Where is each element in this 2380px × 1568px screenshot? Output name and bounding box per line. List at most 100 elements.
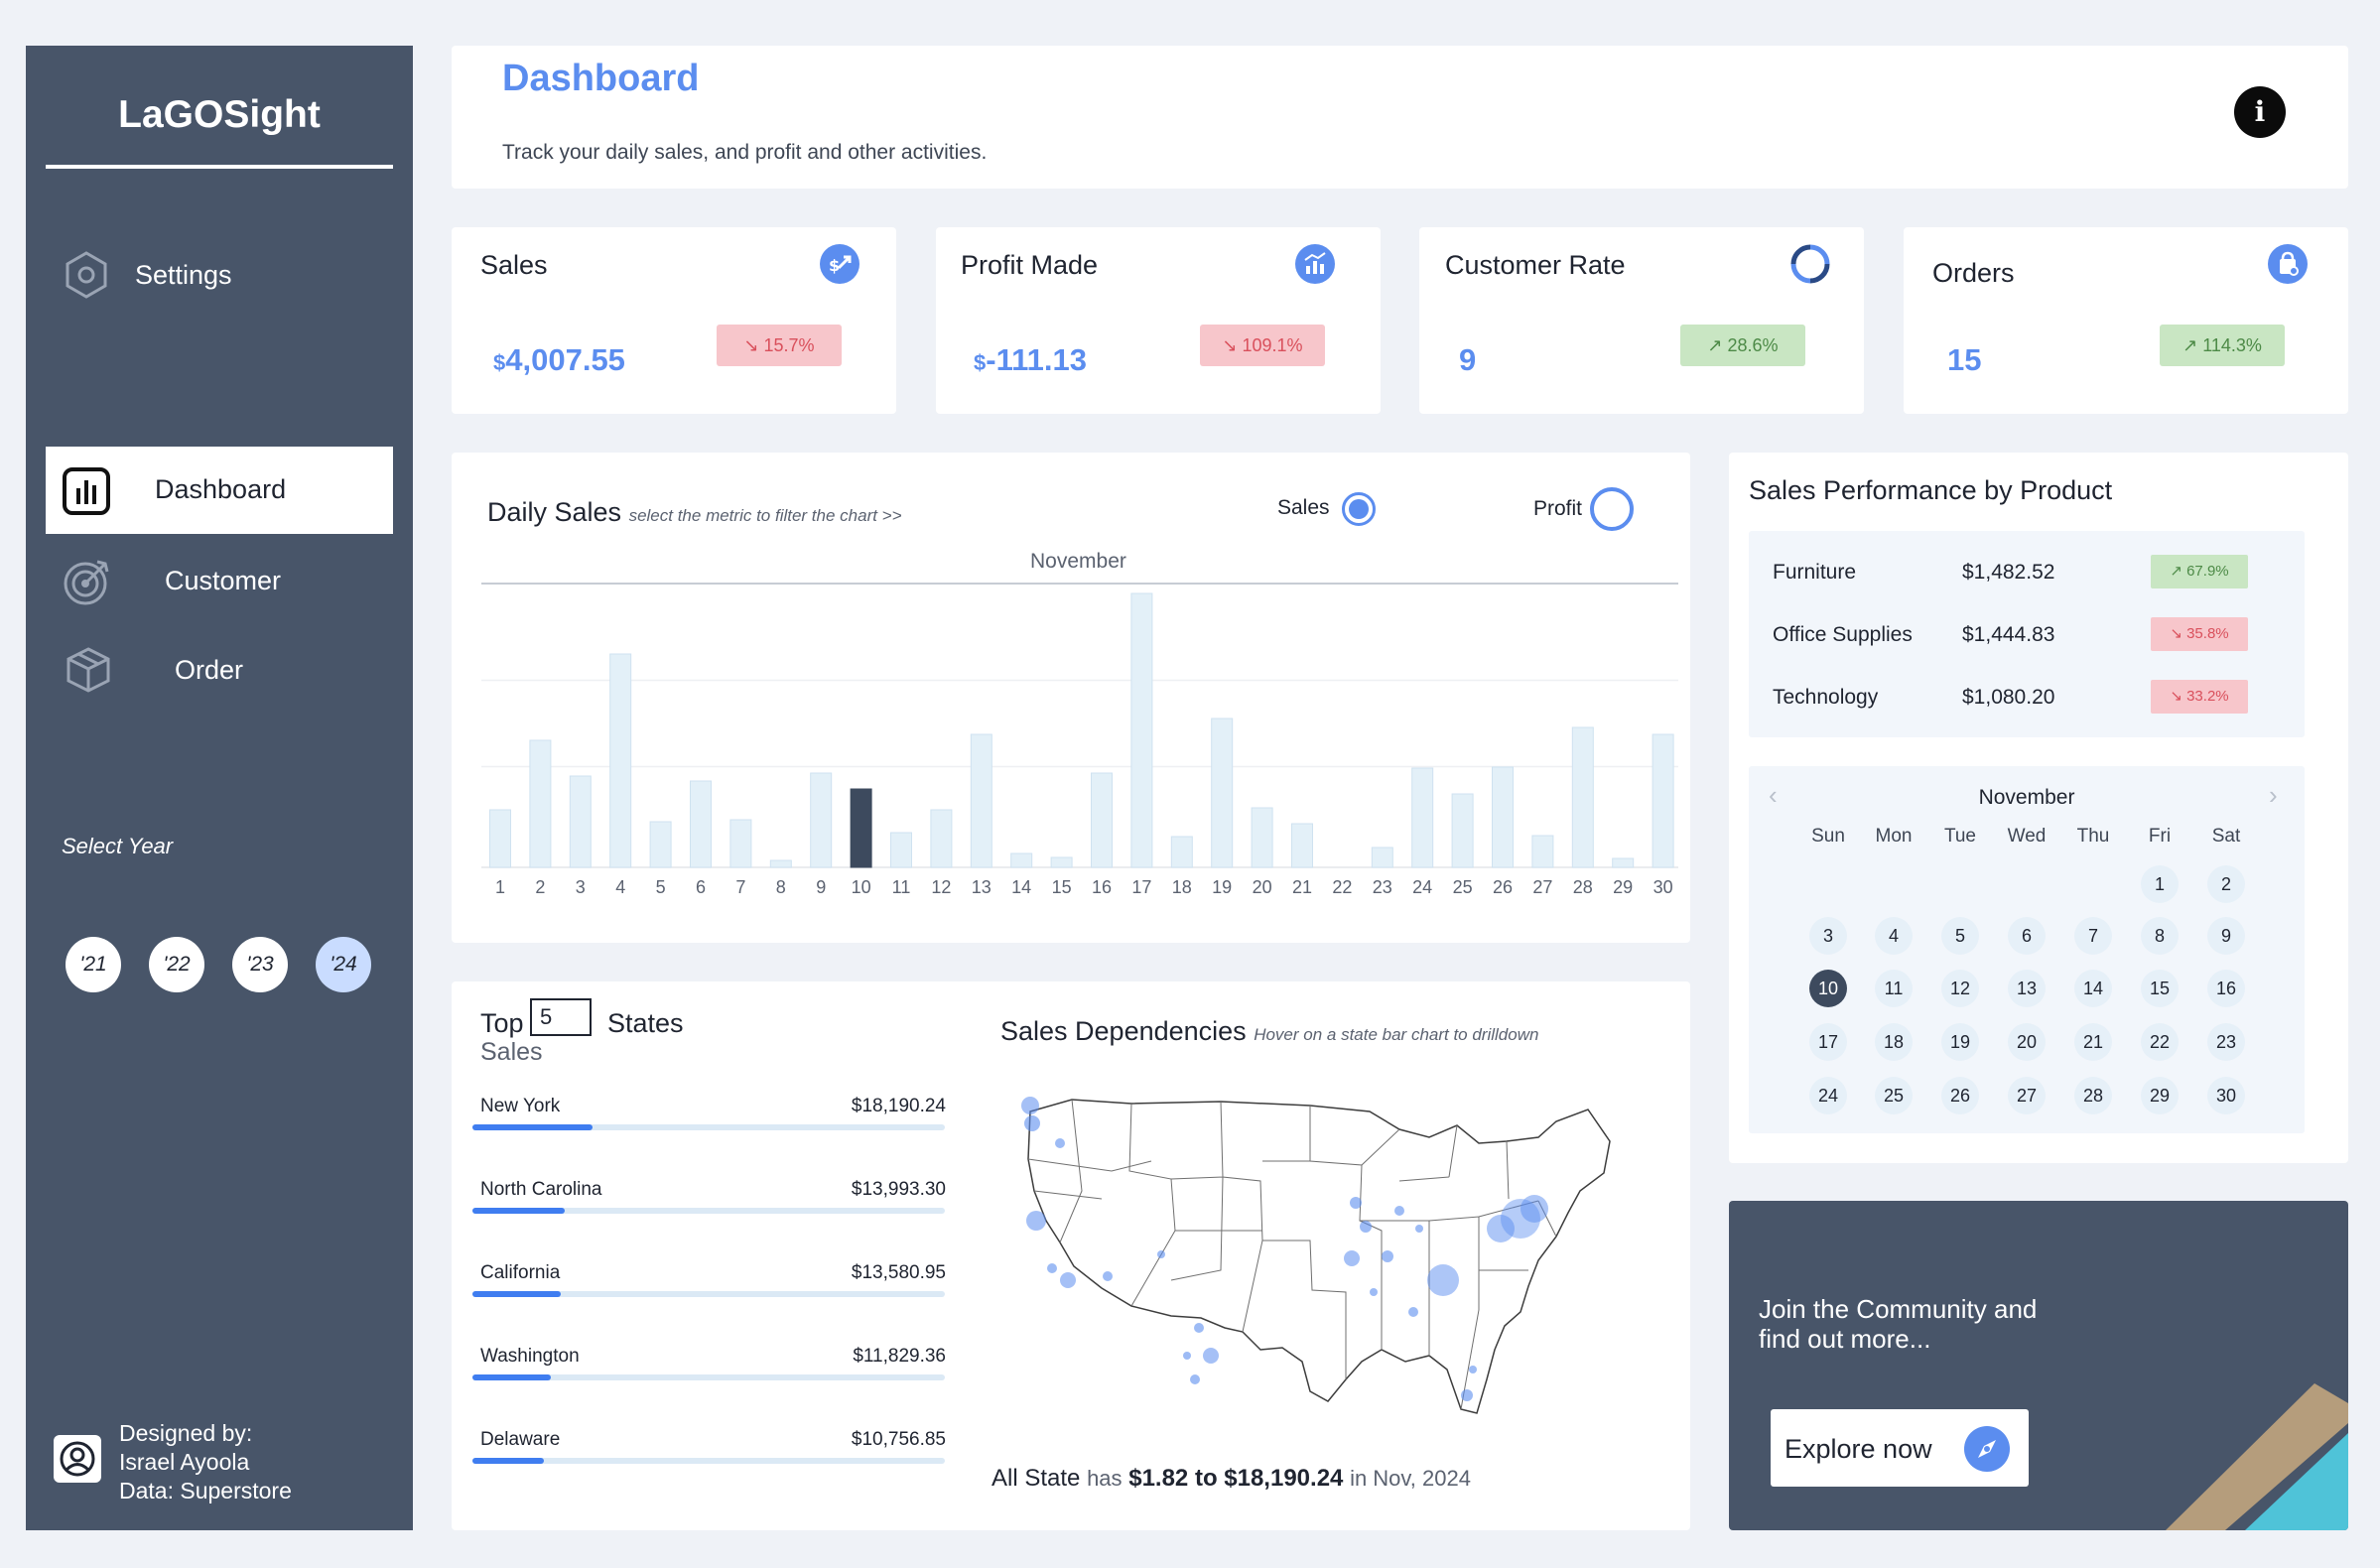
chart-bar[interactable]	[1652, 733, 1674, 868]
product-value: $1,080.20	[1962, 686, 2055, 709]
chart-bar[interactable]	[1251, 807, 1273, 868]
metric-profit-radio[interactable]	[1590, 487, 1634, 531]
calendar-day[interactable]: 2	[2207, 865, 2245, 903]
sidebar-item-order[interactable]: Order	[46, 627, 393, 715]
metric-sales-radio[interactable]	[1342, 492, 1376, 526]
calendar-day[interactable]: 11	[1875, 970, 1913, 1007]
year-2023-button[interactable]: '23	[232, 937, 288, 992]
calendar-day[interactable]: 22	[2141, 1023, 2179, 1061]
chart-bar[interactable]	[810, 772, 833, 868]
top-n-input[interactable]: 5	[530, 998, 592, 1036]
chart-bar[interactable]	[1050, 856, 1073, 868]
chart-bar[interactable]	[930, 809, 953, 868]
chart-bar[interactable]	[649, 821, 672, 868]
calendar-day[interactable]: 24	[1809, 1077, 1847, 1114]
calendar-day[interactable]: 13	[2008, 970, 2046, 1007]
calendar-month: November	[1978, 786, 2075, 809]
state-bar-track[interactable]	[472, 1458, 945, 1464]
state-bar-fill[interactable]	[472, 1208, 565, 1214]
calendar-day[interactable]: 6	[2008, 917, 2046, 955]
calendar-day[interactable]: 30	[2207, 1077, 2245, 1114]
chart-bar[interactable]	[1492, 766, 1514, 868]
calendar-day[interactable]: 28	[2074, 1077, 2112, 1114]
calendar-day[interactable]: 14	[2074, 970, 2112, 1007]
calendar-day[interactable]: 29	[2141, 1077, 2179, 1114]
year-2021-button[interactable]: '21	[66, 937, 121, 992]
chart-bar[interactable]	[1531, 835, 1554, 868]
calendar-day[interactable]: 26	[1941, 1077, 1979, 1114]
chart-x-tick: 19	[1212, 877, 1232, 897]
state-name[interactable]: New York	[480, 1096, 561, 1116]
state-name[interactable]: North Carolina	[480, 1179, 602, 1200]
calendar-day[interactable]: 4	[1875, 917, 1913, 955]
state-bar-fill[interactable]	[472, 1458, 544, 1464]
chart-bar[interactable]	[729, 819, 752, 868]
chart-bar[interactable]	[970, 733, 992, 868]
chart-bar[interactable]	[1291, 823, 1313, 868]
sidebar-item-dashboard[interactable]: Dashboard	[46, 447, 393, 534]
chart-bar[interactable]	[1170, 836, 1193, 868]
state-bar-fill[interactable]	[472, 1124, 593, 1130]
info-icon[interactable]: i	[2234, 86, 2286, 138]
calendar-day[interactable]: 18	[1875, 1023, 1913, 1061]
chart-bar[interactable]	[690, 780, 712, 868]
calendar-prev-icon[interactable]: ‹	[1769, 780, 1778, 810]
chart-bar[interactable]	[1451, 793, 1474, 868]
chart-bar[interactable]	[569, 775, 592, 868]
calendar-day[interactable]: 27	[2008, 1077, 2046, 1114]
chart-bar[interactable]	[1010, 852, 1033, 868]
calendar-day[interactable]: 10	[1809, 970, 1847, 1007]
year-2022-button[interactable]: '22	[149, 937, 204, 992]
chart-bar[interactable]	[1571, 726, 1594, 868]
calendar-day[interactable]: 12	[1941, 970, 1979, 1007]
state-bar-fill[interactable]	[472, 1374, 551, 1380]
calendar-day[interactable]: 23	[2207, 1023, 2245, 1061]
state-bar-fill[interactable]	[472, 1291, 561, 1297]
calendar-day[interactable]: 8	[2141, 917, 2179, 955]
calendar-day[interactable]: 21	[2074, 1023, 2112, 1061]
chart-bar[interactable]	[850, 788, 872, 868]
calendar-day[interactable]: 1	[2141, 865, 2179, 903]
chart-bar[interactable]	[1371, 847, 1393, 868]
state-name[interactable]: Delaware	[480, 1429, 561, 1450]
explore-now-button[interactable]: Explore now	[1771, 1409, 2029, 1487]
state-name[interactable]: Washington	[480, 1346, 580, 1367]
chart-bar[interactable]	[1130, 592, 1153, 868]
calendar-next-icon[interactable]: ›	[2269, 780, 2278, 810]
state-bar-track[interactable]	[472, 1208, 945, 1214]
calendar-day-name: Thu	[2076, 826, 2110, 847]
sidebar-item-customer[interactable]: Customer	[46, 538, 393, 625]
calendar-day[interactable]: 19	[1941, 1023, 1979, 1061]
calendar-day[interactable]: 20	[2008, 1023, 2046, 1061]
calendar-day[interactable]: 17	[1809, 1023, 1847, 1061]
chart-bar[interactable]	[609, 653, 632, 868]
chart-bar[interactable]	[1411, 767, 1434, 868]
calendar-day[interactable]: 5	[1941, 917, 1979, 955]
year-2024-button[interactable]: '24	[316, 937, 371, 992]
state-bar-track[interactable]	[472, 1291, 945, 1297]
chart-bar[interactable]	[1091, 772, 1113, 868]
chart-bar[interactable]	[769, 859, 792, 868]
community-text: Join the Community and find out more...	[1759, 1294, 2038, 1354]
state-borders	[1027, 1099, 1557, 1410]
chart-bar[interactable]	[890, 832, 912, 868]
calendar-day-name: Sun	[1811, 826, 1845, 847]
chart-bar[interactable]	[1612, 857, 1635, 868]
calendar-day[interactable]: 15	[2141, 970, 2179, 1007]
sidebar-item-settings[interactable]: Settings	[46, 232, 393, 320]
calendar-day[interactable]: 9	[2207, 917, 2245, 955]
calendar-day[interactable]: 3	[1809, 917, 1847, 955]
state-bar-track[interactable]	[472, 1124, 945, 1130]
chart-bar[interactable]	[1211, 718, 1234, 868]
calendar-day[interactable]: 16	[2207, 970, 2245, 1007]
calendar-day[interactable]: 25	[1875, 1077, 1913, 1114]
state-bar-track[interactable]	[472, 1374, 945, 1380]
state-name[interactable]: California	[480, 1262, 561, 1283]
chart-bar[interactable]	[489, 809, 511, 868]
us-map[interactable]	[1012, 1082, 1618, 1429]
kpi-title: Customer Rate	[1445, 250, 1626, 280]
chart-bar[interactable]	[529, 739, 552, 868]
chart-x-tick: 17	[1131, 877, 1151, 897]
kpi-card-orders: Orders ↗ 114.3% 15	[1904, 227, 2348, 414]
calendar-day[interactable]: 7	[2074, 917, 2112, 955]
